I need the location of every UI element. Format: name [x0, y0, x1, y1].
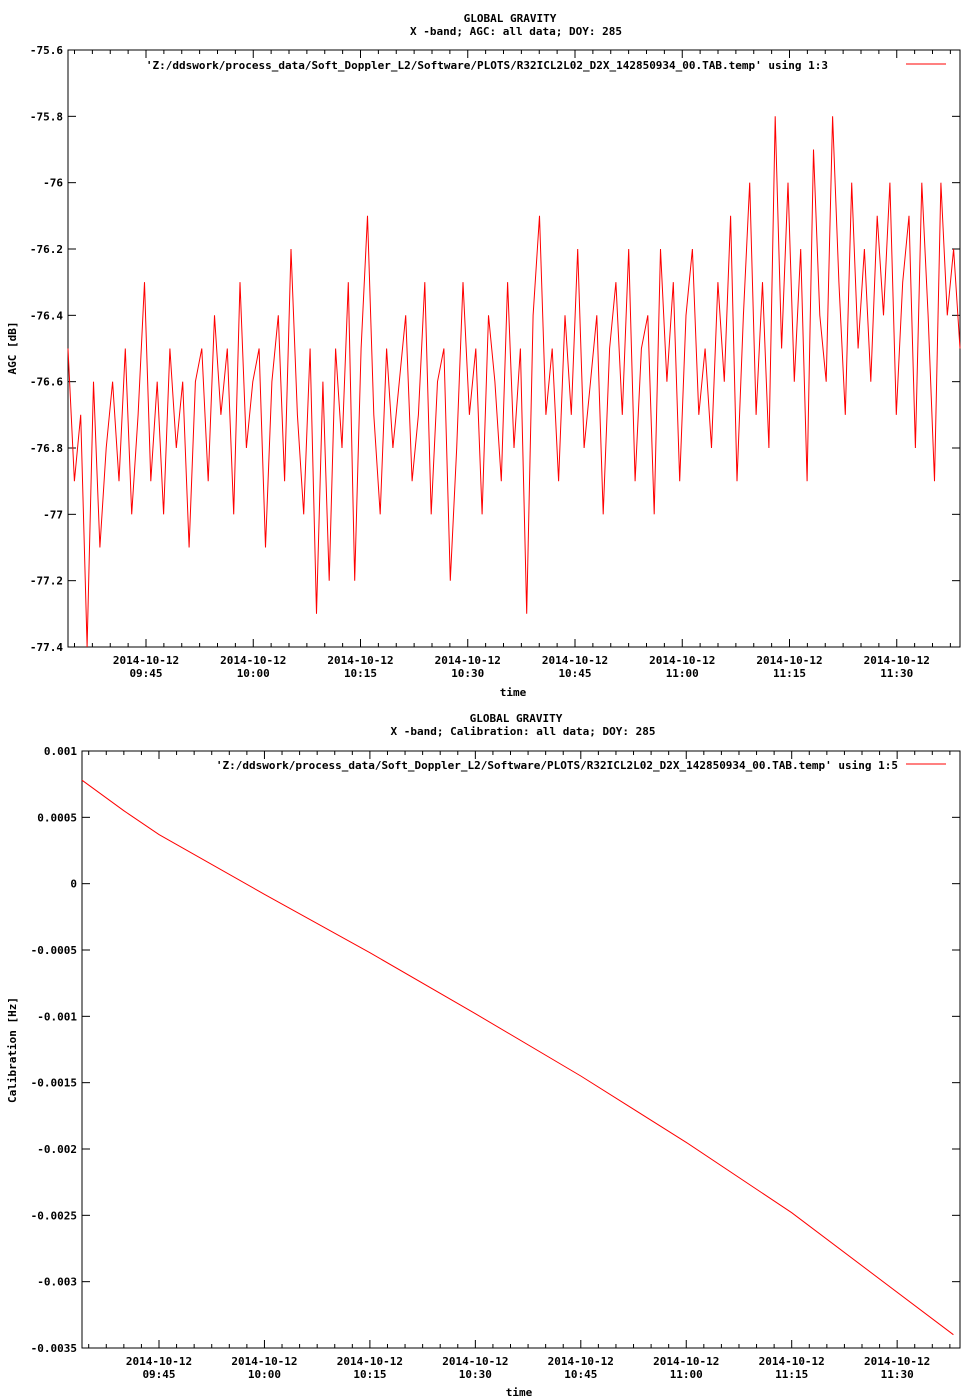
x-tick-time: 10:45	[558, 667, 591, 680]
x-axis-label: time	[500, 686, 527, 699]
x-tick-date: 2014-10-12	[327, 654, 393, 667]
y-tick-label: -76.6	[30, 376, 63, 389]
x-axis-label: time	[506, 1386, 533, 1399]
x-tick-date: 2014-10-12	[442, 1355, 508, 1368]
y-axis: 0.001 0.0005 0 -0.0005 -0.001 -0.0015 -0.002 -0…	[31, 745, 960, 1355]
series-group	[67, 116, 961, 648]
x-tick-time: 10:45	[564, 1368, 597, 1381]
x-tick-time: 11:00	[670, 1368, 703, 1381]
series-group	[81, 779, 954, 1336]
x-tick-date: 2014-10-12	[756, 654, 822, 667]
y-axis: -75.6 -75.8 -76 -76.2 -76.4 -76.6 -76.8 -77 -77.…	[30, 44, 960, 654]
y-tick-label: -76.8	[30, 442, 63, 455]
y-tick-label: -0.0035	[31, 1342, 77, 1355]
y-tick-label: -76	[43, 177, 63, 190]
series-line	[81, 779, 954, 1336]
x-tick-date: 2014-10-12	[337, 1355, 403, 1368]
y-tick-label: 0.0005	[37, 811, 77, 824]
y-tick-label: -0.003	[37, 1276, 77, 1289]
y-tick-label: -0.0015	[31, 1077, 77, 1090]
agc-chart: GLOBAL GRAVITY X -band; AGC: all data; D…	[6, 12, 961, 699]
x-tick-date: 2014-10-12	[548, 1355, 614, 1368]
y-axis-label: Calibration [Hz]	[6, 997, 19, 1103]
x-tick-date: 2014-10-12	[759, 1355, 825, 1368]
x-tick-time: 10:00	[248, 1368, 281, 1381]
legend-label: 'Z:/ddswork/process_data/Soft_Doppler_L2…	[216, 759, 898, 772]
y-tick-label: -75.6	[30, 44, 63, 57]
x-tick-date: 2014-10-12	[231, 1355, 297, 1368]
x-tick-time: 10:15	[353, 1368, 386, 1381]
x-tick-date: 2014-10-12	[435, 654, 501, 667]
x-tick-time: 11:30	[880, 667, 913, 680]
chart-subtitle: X -band; AGC: all data; DOY: 285	[410, 25, 622, 38]
y-tick-label: -0.001	[37, 1010, 77, 1023]
y-tick-label: -75.8	[30, 110, 63, 123]
x-tick-time: 09:45	[129, 667, 162, 680]
y-tick-label: -0.0025	[31, 1209, 77, 1222]
x-tick-date: 2014-10-12	[126, 1355, 192, 1368]
chart-title: GLOBAL GRAVITY	[470, 712, 563, 725]
x-tick-date: 2014-10-12	[653, 1355, 719, 1368]
calibration-chart: GLOBAL GRAVITY X -band; Calibration: all…	[6, 712, 961, 1399]
legend-label: 'Z:/ddswork/process_data/Soft_Doppler_L2…	[146, 59, 828, 72]
chart-subtitle: X -band; Calibration: all data; DOY: 285	[391, 725, 656, 738]
y-tick-label: -77.2	[30, 575, 63, 588]
x-tick-date: 2014-10-12	[113, 654, 179, 667]
x-tick-date: 2014-10-12	[220, 654, 286, 667]
x-tick-time: 10:00	[237, 667, 270, 680]
x-tick-time: 11:00	[666, 667, 699, 680]
y-tick-label: -0.0005	[31, 944, 77, 957]
x-axis: 2014-10-1209:452014-10-1210:002014-10-12…	[88, 751, 951, 1381]
x-tick-date: 2014-10-12	[649, 654, 715, 667]
x-tick-time: 10:30	[459, 1368, 492, 1381]
x-tick-date: 2014-10-12	[864, 654, 930, 667]
x-tick-time: 11:15	[775, 1368, 808, 1381]
series-line	[67, 116, 961, 648]
y-tick-label: -76.4	[30, 309, 63, 322]
x-tick-time: 11:15	[773, 667, 806, 680]
y-tick-label: -76.2	[30, 243, 63, 256]
x-axis: 2014-10-1209:452014-10-1210:002014-10-12…	[74, 50, 951, 680]
y-axis-label: AGC [dB]	[6, 322, 19, 375]
y-tick-label: 0	[70, 878, 77, 891]
chart-title: GLOBAL GRAVITY	[464, 12, 557, 25]
x-tick-date: 2014-10-12	[542, 654, 608, 667]
x-tick-time: 11:30	[881, 1368, 914, 1381]
x-tick-time: 10:30	[451, 667, 484, 680]
y-tick-label: -0.002	[37, 1143, 77, 1156]
plot-frame	[81, 750, 961, 1349]
x-tick-time: 09:45	[142, 1368, 175, 1381]
y-tick-label: -77	[43, 508, 63, 521]
y-tick-label: -77.4	[30, 641, 63, 654]
x-tick-date: 2014-10-12	[864, 1355, 930, 1368]
x-tick-time: 10:15	[344, 667, 377, 680]
y-tick-label: 0.001	[44, 745, 77, 758]
